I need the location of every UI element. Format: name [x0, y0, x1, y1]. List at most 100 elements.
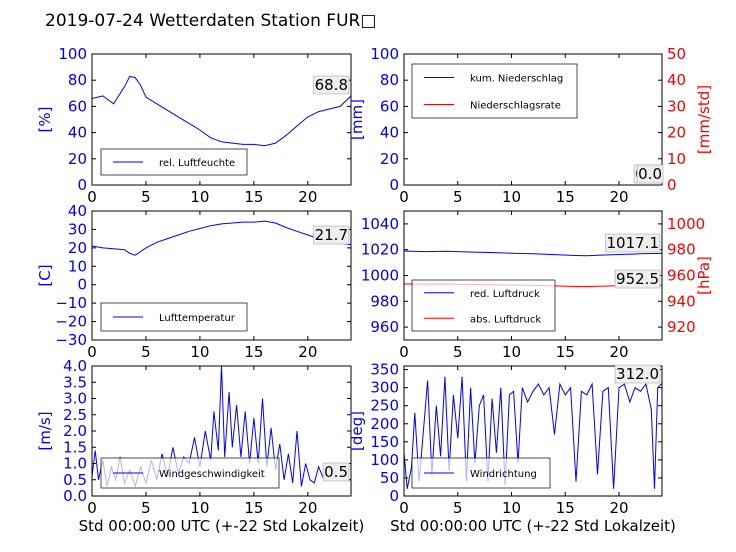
- y2-tick-label: 980: [667, 241, 696, 259]
- y-tick-label: 0: [77, 176, 87, 194]
- y2-tick-label: 920: [667, 318, 696, 336]
- y2-tick-label: 940: [667, 292, 696, 310]
- x-tick-label: 5: [453, 188, 463, 206]
- x-tick-label: 20: [298, 343, 317, 361]
- y-tick-label: 1020: [361, 241, 399, 259]
- y-tick-label: 0.0: [63, 487, 87, 505]
- x-tick-label: 0: [399, 343, 409, 361]
- y-tick-label: 3.5: [63, 373, 87, 391]
- x-tick-label: 15: [556, 188, 575, 206]
- y-tick-label: 1000: [361, 267, 399, 285]
- x-tick-label: 0: [87, 343, 97, 361]
- y2-tick-label: 10: [667, 150, 686, 168]
- y-tick-label: 100: [58, 45, 87, 63]
- y-tick-label: 960: [370, 318, 399, 336]
- legend-label: rel. Luftfeuchte: [159, 158, 235, 169]
- x-axis-label: Std 00:00:00 UTC (+-22 Std Lokalzeit): [79, 517, 365, 535]
- last-value2-box: [636, 164, 664, 184]
- y-tick-label: −20: [55, 313, 87, 331]
- series-line-humidity-0: [92, 75, 351, 147]
- x-tick-label: 5: [453, 499, 463, 517]
- y-tick-label: 0: [389, 487, 399, 505]
- x-tick-label: 10: [502, 188, 521, 206]
- x-tick-label: 10: [502, 343, 521, 361]
- plot-frame: [91, 53, 352, 186]
- y-tick-label: 20: [380, 150, 399, 168]
- last-value2-box: [614, 269, 661, 289]
- legend-label: red. Luftdruck: [470, 289, 540, 300]
- y-tick-label: 150: [370, 433, 399, 451]
- x-axis-label: Std 00:00:00 UTC (+-22 Std Lokalzeit): [390, 517, 676, 535]
- y-tick-label: 60: [380, 97, 399, 115]
- x-tick-label: 15: [556, 343, 575, 361]
- figure-title: 2019-07-24 Wetterdaten Station FUR□: [45, 11, 376, 31]
- legend-label: Windgeschwindigkeit: [159, 469, 265, 480]
- x-tick-label: 15: [244, 188, 263, 206]
- x-tick-label: 10: [190, 499, 209, 517]
- x-tick-label: 0: [87, 188, 97, 206]
- x-tick-label: 5: [141, 499, 151, 517]
- y-tick-label: 1040: [361, 215, 399, 233]
- y-tick-label: 40: [380, 124, 399, 142]
- y2-tick-label: 40: [667, 71, 686, 89]
- last-value-label: 0.5: [324, 463, 348, 481]
- x-tick-label: 20: [609, 343, 628, 361]
- panel-temperature: 0 5 10 15 20−30−20−10010203040[C]Lufttempera…: [36, 202, 352, 361]
- y-tick-label: 200: [370, 415, 399, 433]
- x-tick-label: 20: [609, 499, 628, 517]
- y-tick-label: 350: [370, 361, 399, 379]
- y-tick-label: 30: [68, 220, 87, 238]
- x-tick-label: 0: [87, 499, 97, 517]
- y-tick-label: 20: [68, 150, 87, 168]
- y-tick-label: 50: [380, 469, 399, 487]
- y-tick-label: 2.0: [63, 422, 87, 440]
- series-line-temperature-0: [92, 220, 351, 256]
- series-line-pressure-0: [404, 250, 662, 257]
- panel-windspeed: 0 5 10 15 200.00.51.01.52.02.53.03.54.0[m/s]…: [36, 357, 364, 535]
- y-tick-label: −10: [55, 294, 87, 312]
- legend-label: Lufttemperatur: [159, 313, 236, 324]
- x-tick-label: 15: [244, 499, 263, 517]
- x-tick-label: 20: [298, 188, 317, 206]
- y-tick-label: 80: [380, 71, 399, 89]
- last-value-label: 21.7: [315, 226, 348, 244]
- x-tick-label: 10: [502, 499, 521, 517]
- y2-tick-label: 20: [667, 124, 686, 142]
- x-tick-label: 5: [141, 343, 151, 361]
- y2-tick-label: 50: [667, 45, 686, 63]
- panel-pressure: 0 5 10 15 20 960 980 1000 1020 1040 920 940 960 980 10…: [361, 210, 713, 361]
- y-tick-label: 100: [370, 451, 399, 469]
- y2-tick-label: 1000: [667, 215, 705, 233]
- x-tick-label: 20: [298, 499, 317, 517]
- last-value-label: 312.0: [616, 365, 659, 383]
- last-value-label: 1017.1: [607, 234, 660, 252]
- x-tick-label: 20: [609, 188, 628, 206]
- y-tick-label: 0: [77, 276, 87, 294]
- y-tick-label: 80: [68, 71, 87, 89]
- legend-label: kum. Niederschlag: [470, 74, 563, 85]
- y-tick-label: 60: [68, 97, 87, 115]
- y-axis-label: [%]: [36, 107, 54, 133]
- panel-precip: 0 5 10 15 20 0 20 40 60 80 100 0 10 20 30 40 50 [mm] [mm/s…: [348, 45, 713, 206]
- y-tick-label: 40: [68, 202, 87, 220]
- y2-tick-label: 30: [667, 97, 686, 115]
- legend-label: Niederschlagsrate: [470, 101, 561, 112]
- y-tick-label: 1.5: [63, 438, 87, 456]
- x-tick-label: 10: [190, 188, 209, 206]
- x-tick-label: 5: [453, 343, 463, 361]
- last-value-box: [313, 75, 350, 95]
- last-value2-label: 0.0: [638, 165, 662, 183]
- plot-frame: [403, 53, 663, 186]
- legend-box: [411, 63, 578, 119]
- y-tick-label: 40: [68, 124, 87, 142]
- x-tick-label: 15: [556, 499, 575, 517]
- panel-humidity: 0 5 10 15 20 0 20 40 60 80 100 [%] rel. Luftfeuchte 6…: [36, 45, 352, 206]
- y-tick-label: 300: [370, 379, 399, 397]
- y-tick-label: 250: [370, 397, 399, 415]
- y-axis-label: [mm]: [348, 99, 366, 140]
- last-value-box: [605, 233, 661, 253]
- y-tick-label: 0.5: [63, 471, 87, 489]
- x-tick-label: 0: [399, 188, 409, 206]
- y-tick-label: 2.5: [63, 406, 87, 424]
